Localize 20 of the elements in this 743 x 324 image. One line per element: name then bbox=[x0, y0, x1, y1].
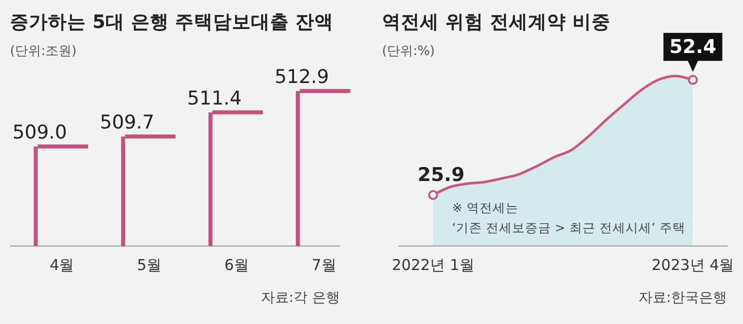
chart-subtitle: (단위:조원) bbox=[10, 44, 77, 59]
annotation: ※ 역전세는 bbox=[452, 200, 518, 215]
chart-title: 증가하는 5대 은행 주택담보대출 잔액 bbox=[10, 12, 334, 33]
x-tick-label: 2023년 4월 bbox=[652, 256, 734, 274]
data-label: 52.4 bbox=[669, 36, 716, 58]
data-label: 25.9 bbox=[418, 164, 465, 186]
x-tick-label: 6월 bbox=[224, 256, 249, 274]
x-tick-label: 4월 bbox=[50, 256, 74, 274]
x-tick-label: 2022년 1월 bbox=[392, 256, 474, 274]
data-label: 512.9 bbox=[274, 66, 330, 88]
annotation: ‘기존 전세보증금 > 최근 전세시세’ 주택 bbox=[452, 220, 686, 235]
chart-subtitle: (단위:%) bbox=[382, 44, 435, 59]
x-tick-label: 7월 bbox=[312, 256, 336, 274]
chart-title: 역전세 위험 전세계약 비중 bbox=[382, 12, 610, 33]
data-label: 511.4 bbox=[187, 87, 242, 110]
text: 자료:각 은행 bbox=[260, 290, 340, 306]
x-tick-label: 5월 bbox=[137, 256, 162, 274]
data-label: 509.7 bbox=[100, 112, 154, 134]
annotation: 자료:한국은행 bbox=[638, 290, 727, 306]
data-label: 509.0 bbox=[12, 121, 67, 144]
